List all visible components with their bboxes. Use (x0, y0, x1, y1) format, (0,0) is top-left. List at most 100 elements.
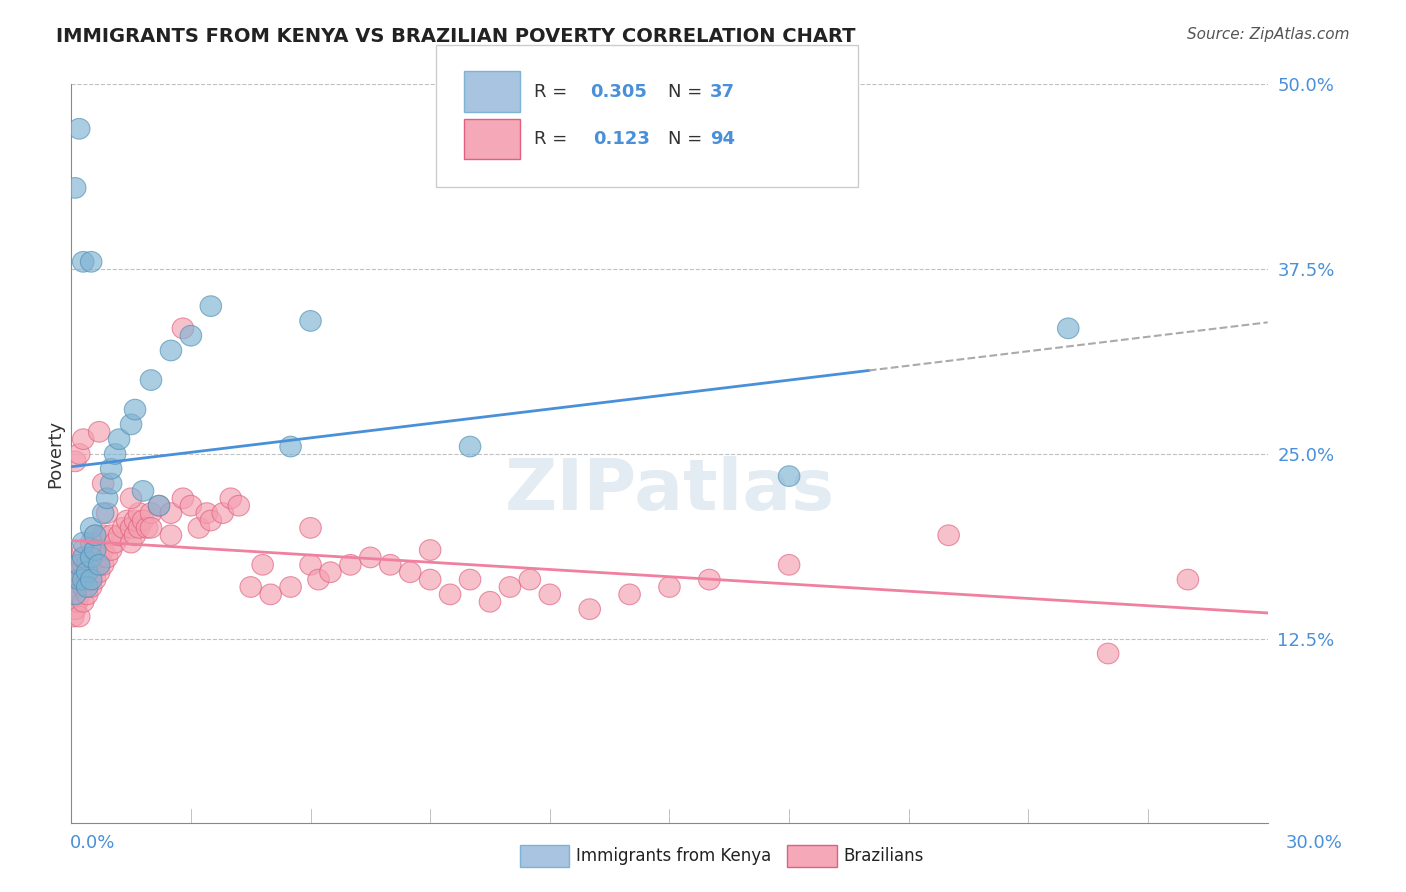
Ellipse shape (121, 533, 142, 553)
Ellipse shape (66, 591, 89, 612)
Ellipse shape (65, 584, 86, 605)
Ellipse shape (380, 555, 401, 575)
Ellipse shape (104, 533, 127, 553)
Ellipse shape (538, 584, 561, 605)
Ellipse shape (84, 524, 105, 546)
Ellipse shape (76, 576, 98, 598)
Ellipse shape (160, 340, 181, 361)
Text: ZIPatlas: ZIPatlas (505, 457, 835, 525)
Ellipse shape (180, 326, 201, 346)
Ellipse shape (160, 503, 181, 524)
Ellipse shape (108, 524, 129, 546)
Ellipse shape (188, 517, 209, 538)
Ellipse shape (141, 503, 162, 524)
Ellipse shape (73, 540, 94, 560)
Ellipse shape (97, 503, 118, 524)
Ellipse shape (141, 369, 162, 391)
Ellipse shape (108, 429, 129, 450)
Ellipse shape (779, 466, 800, 486)
Ellipse shape (212, 503, 233, 524)
Ellipse shape (121, 414, 142, 434)
Ellipse shape (73, 569, 94, 590)
Ellipse shape (228, 495, 249, 516)
Ellipse shape (460, 569, 481, 590)
Ellipse shape (100, 473, 122, 494)
Ellipse shape (80, 252, 103, 272)
Ellipse shape (180, 495, 201, 516)
Ellipse shape (62, 607, 84, 627)
Text: 37: 37 (710, 83, 735, 101)
Ellipse shape (172, 318, 194, 339)
Ellipse shape (73, 562, 94, 582)
Ellipse shape (100, 458, 122, 479)
Text: Immigrants from Kenya: Immigrants from Kenya (576, 847, 772, 865)
Ellipse shape (121, 488, 142, 508)
Ellipse shape (319, 562, 342, 582)
Ellipse shape (136, 517, 157, 538)
Ellipse shape (69, 443, 90, 465)
Ellipse shape (84, 555, 105, 575)
Ellipse shape (519, 569, 541, 590)
Ellipse shape (93, 524, 114, 546)
Ellipse shape (73, 555, 94, 575)
Ellipse shape (200, 510, 222, 531)
Ellipse shape (100, 540, 122, 560)
Ellipse shape (219, 488, 242, 508)
Ellipse shape (89, 547, 110, 568)
Text: 0.305: 0.305 (591, 83, 647, 101)
Ellipse shape (360, 547, 381, 568)
Ellipse shape (73, 547, 94, 568)
Ellipse shape (93, 473, 114, 494)
Ellipse shape (460, 436, 481, 457)
Ellipse shape (308, 569, 329, 590)
Text: Source: ZipAtlas.com: Source: ZipAtlas.com (1187, 27, 1350, 42)
Ellipse shape (76, 584, 98, 605)
Ellipse shape (148, 495, 170, 516)
Text: 30.0%: 30.0% (1286, 834, 1343, 852)
Ellipse shape (299, 517, 322, 538)
Ellipse shape (779, 555, 800, 575)
Ellipse shape (84, 524, 105, 546)
Ellipse shape (80, 547, 103, 568)
Ellipse shape (80, 562, 103, 582)
Ellipse shape (579, 599, 600, 620)
Ellipse shape (128, 517, 150, 538)
Ellipse shape (69, 562, 90, 582)
Ellipse shape (65, 584, 86, 605)
Ellipse shape (619, 584, 640, 605)
Ellipse shape (938, 524, 959, 546)
Ellipse shape (132, 481, 153, 501)
Ellipse shape (73, 576, 94, 598)
Ellipse shape (69, 119, 90, 139)
Text: R =: R = (534, 83, 574, 101)
Ellipse shape (65, 178, 86, 198)
Ellipse shape (80, 576, 103, 598)
Ellipse shape (419, 569, 441, 590)
Ellipse shape (76, 569, 98, 590)
Ellipse shape (93, 503, 114, 524)
Ellipse shape (69, 569, 90, 590)
Ellipse shape (73, 547, 94, 568)
Ellipse shape (1097, 643, 1119, 664)
Text: 94: 94 (710, 130, 735, 148)
Ellipse shape (65, 451, 86, 472)
Ellipse shape (299, 555, 322, 575)
Ellipse shape (104, 443, 127, 465)
Ellipse shape (97, 488, 118, 508)
Ellipse shape (699, 569, 720, 590)
Ellipse shape (260, 584, 281, 605)
Ellipse shape (124, 510, 146, 531)
Ellipse shape (280, 436, 301, 457)
Ellipse shape (69, 555, 90, 575)
Text: Brazilians: Brazilians (844, 847, 924, 865)
Ellipse shape (69, 607, 90, 627)
Ellipse shape (280, 576, 301, 598)
Ellipse shape (80, 547, 103, 568)
Ellipse shape (89, 562, 110, 582)
Ellipse shape (76, 555, 98, 575)
Ellipse shape (1057, 318, 1078, 339)
Ellipse shape (84, 569, 105, 590)
Ellipse shape (112, 517, 134, 538)
Ellipse shape (65, 599, 86, 620)
Ellipse shape (340, 555, 361, 575)
